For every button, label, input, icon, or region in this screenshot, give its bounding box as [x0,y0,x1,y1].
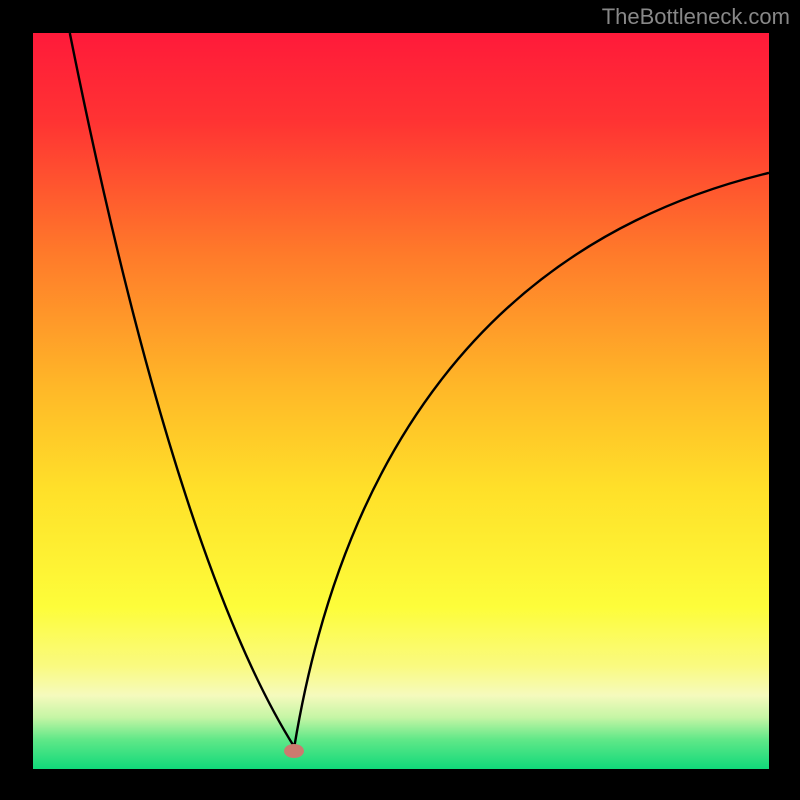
curve-svg [33,33,769,769]
watermark-text: TheBottleneck.com [602,4,790,30]
bottleneck-curve [70,33,769,747]
plot-area [33,33,769,769]
chart-container: { "watermark": { "text": "TheBottleneck.… [0,0,800,800]
optimum-marker [284,744,304,758]
